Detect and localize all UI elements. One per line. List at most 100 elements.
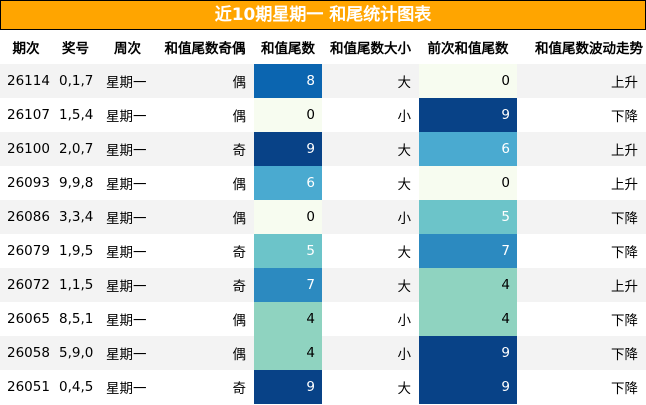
cell-size: 小 (322, 98, 419, 132)
table-row: 26107 1,5,4 星期一偶 0 小 9 下降 (0, 98, 646, 132)
cell-parity: 奇 (156, 370, 254, 404)
cell-prev-tail: 6 (419, 132, 517, 166)
cell-trend: 下降 (517, 200, 646, 234)
cell-weekday: 星期一 (99, 166, 156, 200)
cell-weekday: 星期一 (99, 234, 156, 268)
cell-numbers: 2,0,7 (52, 132, 99, 166)
header-prev-tail: 前次和值尾数 (427, 41, 509, 57)
cell-trend: 上升 (517, 132, 646, 166)
cell-weekday: 星期一 (99, 200, 156, 234)
header-parity: 和值尾数奇偶 (164, 41, 246, 57)
header-trend: 和值尾数波动走势 (535, 41, 643, 57)
cell-prev-tail: 0 (419, 166, 517, 200)
cell-size: 大 (322, 370, 419, 404)
cell-numbers: 8,5,1 (52, 302, 99, 336)
cell-issue: 26100 (0, 132, 52, 166)
cell-size: 大 (322, 132, 419, 166)
cell-prev-tail: 5 (419, 200, 517, 234)
cell-parity: 奇 (156, 234, 254, 268)
cell-parity: 偶 (156, 166, 254, 200)
cell-parity: 偶 (156, 200, 254, 234)
cell-prev-tail: 4 (419, 268, 517, 302)
cell-prev-tail: 9 (419, 336, 517, 370)
cell-tail: 4 (254, 302, 322, 336)
cell-prev-tail: 7 (419, 234, 517, 268)
table-row: 26065 8,5,1 星期一偶 4 小 4 下降 (0, 302, 646, 336)
table-body: 26114 0,1,7 星期一偶 8 大 0 上升 26107 1,5,4 星期一偶 0 小 9 下降 26… (0, 64, 646, 404)
header-size: 和值尾数大小 (330, 41, 411, 57)
cell-prev-tail: 9 (419, 98, 517, 132)
cell-size: 大 (322, 166, 419, 200)
table-row: 26093 9,9,8 星期一偶 6 大 0 上升 (0, 166, 646, 200)
cell-issue: 26107 (0, 98, 52, 132)
cell-numbers: 0,1,7 (52, 64, 99, 98)
cell-issue: 26058 (0, 336, 52, 370)
chart-title: 近10期星期一 和尾统计图表 (0, 0, 646, 30)
cell-tail: 4 (254, 336, 322, 370)
cell-weekday: 星期一 (99, 64, 156, 98)
cell-weekday: 星期一 (99, 302, 156, 336)
cell-issue: 26093 (0, 166, 52, 200)
cell-trend: 下降 (517, 234, 646, 268)
cell-tail: 0 (254, 98, 322, 132)
table-row: 26072 1,1,5 星期一奇 7 大 4 上升 (0, 268, 646, 302)
cell-parity: 偶 (156, 98, 254, 132)
cell-tail: 5 (254, 234, 322, 268)
table-row: 26086 3,3,4 星期一偶 0 小 5 下降 (0, 200, 646, 234)
cell-parity: 偶 (156, 336, 254, 370)
cell-prev-tail: 9 (419, 370, 517, 404)
cell-prev-tail: 0 (419, 64, 517, 98)
cell-weekday: 星期一 (99, 98, 156, 132)
cell-parity: 偶 (156, 64, 254, 98)
cell-numbers: 5,9,0 (52, 336, 99, 370)
cell-trend: 上升 (517, 64, 646, 98)
cell-issue: 26065 (0, 302, 52, 336)
cell-tail: 9 (254, 370, 322, 404)
cell-trend: 上升 (517, 268, 646, 302)
table-row: 26100 2,0,7 星期一奇 9 大 6 上升 (0, 132, 646, 166)
cell-parity: 偶 (156, 302, 254, 336)
cell-tail: 9 (254, 132, 322, 166)
cell-tail: 7 (254, 268, 322, 302)
cell-size: 大 (322, 234, 419, 268)
cell-parity: 奇 (156, 268, 254, 302)
header-weekday: 周次 (114, 41, 141, 57)
cell-weekday: 星期一 (99, 336, 156, 370)
cell-numbers: 1,9,5 (52, 234, 99, 268)
table-row: 26079 1,9,5 星期一奇 5 大 7 下降 (0, 234, 646, 268)
header-issue: 期次 (12, 41, 40, 57)
cell-trend: 下降 (517, 370, 646, 404)
cell-trend: 下降 (517, 336, 646, 370)
cell-size: 小 (322, 336, 419, 370)
cell-size: 小 (322, 302, 419, 336)
cell-numbers: 9,9,8 (52, 166, 99, 200)
cell-issue: 26114 (0, 64, 52, 98)
cell-size: 小 (322, 200, 419, 234)
cell-numbers: 1,1,5 (52, 268, 99, 302)
cell-trend: 上升 (517, 166, 646, 200)
cell-size: 大 (322, 64, 419, 98)
cell-trend: 下降 (517, 302, 646, 336)
sum-tail-table: 期次 奖号 周次 和值尾数奇偶 和值尾数 和值尾数大小 前次和值尾数 和值尾数波… (0, 30, 646, 404)
table-row: 26051 0,4,5 星期一奇 9 大 9 下降 (0, 370, 646, 404)
cell-tail: 8 (254, 64, 322, 98)
header-row: 期次 奖号 周次 和值尾数奇偶 和值尾数 和值尾数大小 前次和值尾数 和值尾数波… (0, 30, 646, 64)
header-numbers: 奖号 (62, 41, 89, 57)
cell-parity: 奇 (156, 132, 254, 166)
cell-tail: 0 (254, 200, 322, 234)
cell-weekday: 星期一 (99, 132, 156, 166)
cell-prev-tail: 4 (419, 302, 517, 336)
cell-weekday: 星期一 (99, 370, 156, 404)
cell-numbers: 1,5,4 (52, 98, 99, 132)
cell-issue: 26051 (0, 370, 52, 404)
cell-trend: 下降 (517, 98, 646, 132)
cell-tail: 6 (254, 166, 322, 200)
cell-numbers: 0,4,5 (52, 370, 99, 404)
cell-size: 大 (322, 268, 419, 302)
cell-issue: 26086 (0, 200, 52, 234)
table-row: 26058 5,9,0 星期一偶 4 小 9 下降 (0, 336, 646, 370)
header-tail: 和值尾数 (261, 41, 315, 57)
cell-issue: 26072 (0, 268, 52, 302)
cell-numbers: 3,3,4 (52, 200, 99, 234)
table-row: 26114 0,1,7 星期一偶 8 大 0 上升 (0, 64, 646, 98)
